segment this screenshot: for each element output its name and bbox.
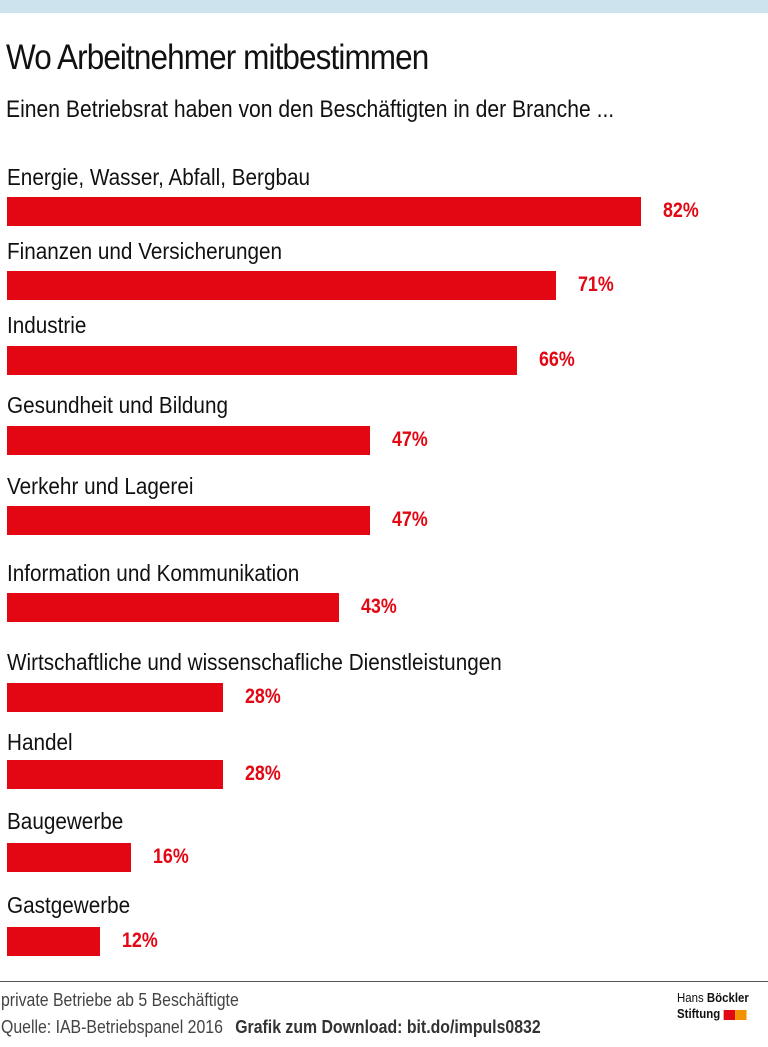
value-label: 82% bbox=[663, 199, 699, 222]
value-label: 12% bbox=[121, 929, 158, 952]
bar bbox=[7, 927, 100, 956]
category-label: Baugewerbe bbox=[7, 808, 124, 834]
category-label: Energie, Wasser, Abfall, Bergbau bbox=[7, 164, 311, 190]
value-label: 16% bbox=[152, 845, 189, 868]
chart-subtitle: Einen Betriebsrat haben von den Beschäft… bbox=[6, 96, 615, 123]
category-label: Information und Kommunikation bbox=[7, 560, 300, 586]
bar bbox=[7, 271, 556, 300]
logo-orange-square bbox=[734, 1009, 747, 1020]
bar bbox=[7, 843, 131, 872]
footer-note: private Betriebe ab 5 Beschäftigte bbox=[1, 990, 239, 1010]
bar bbox=[7, 760, 224, 789]
bar bbox=[7, 683, 224, 712]
value-label: 47% bbox=[392, 508, 429, 531]
bar bbox=[7, 593, 340, 622]
value-label: 47% bbox=[392, 428, 429, 451]
logo-text: Stiftung bbox=[677, 1006, 721, 1021]
category-label: Finanzen und Versicherungen bbox=[7, 238, 283, 264]
logo-text: Hans bbox=[677, 990, 704, 1005]
download-link[interactable]: Grafik zum Download: bit.do/impuls0832 bbox=[235, 1017, 541, 1037]
category-label: Handel bbox=[7, 729, 73, 755]
value-label: 43% bbox=[361, 595, 398, 618]
hans-boeckler-logo: Hans Böckler Stiftung bbox=[677, 990, 749, 1022]
top-band bbox=[0, 0, 768, 13]
logo-text: Böckler bbox=[706, 990, 749, 1005]
footer-divider bbox=[0, 981, 768, 982]
footer-source: Quelle: IAB-Betriebspanel 2016 Grafik zum… bbox=[1, 1017, 541, 1038]
value-label: 66% bbox=[539, 348, 576, 371]
category-label: Verkehr und Lagerei bbox=[7, 473, 194, 499]
category-label: Gastgewerbe bbox=[7, 892, 131, 918]
bar bbox=[7, 197, 641, 226]
source-text: Quelle: IAB-Betriebspanel 2016 bbox=[1, 1017, 223, 1037]
category-label: Gesundheit und Bildung bbox=[7, 392, 228, 418]
value-label: 71% bbox=[577, 273, 614, 296]
value-label: 28% bbox=[245, 762, 282, 785]
logo-red-square bbox=[723, 1009, 735, 1020]
category-label: Wirtschaftliche und wissenschafliche Die… bbox=[7, 649, 502, 675]
chart-title: Wo Arbeitnehmer mitbestimmen bbox=[6, 38, 429, 77]
bar bbox=[7, 506, 371, 535]
category-label: Industrie bbox=[7, 312, 87, 338]
value-label: 28% bbox=[245, 685, 282, 708]
bar bbox=[7, 426, 371, 455]
bar bbox=[7, 346, 518, 375]
